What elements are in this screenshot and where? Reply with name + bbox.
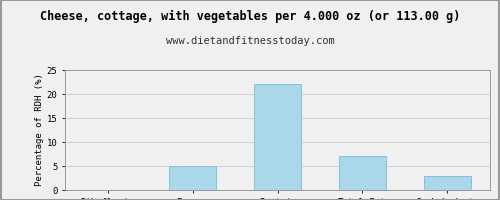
Y-axis label: Percentage of RDH (%): Percentage of RDH (%) bbox=[35, 74, 44, 186]
Bar bbox=[169, 166, 216, 190]
Text: www.dietandfitnesstoday.com: www.dietandfitnesstoday.com bbox=[166, 36, 334, 46]
Bar bbox=[339, 156, 386, 190]
Bar bbox=[254, 84, 301, 190]
Text: Cheese, cottage, with vegetables per 4.000 oz (or 113.00 g): Cheese, cottage, with vegetables per 4.0… bbox=[40, 10, 460, 23]
Bar bbox=[424, 176, 470, 190]
